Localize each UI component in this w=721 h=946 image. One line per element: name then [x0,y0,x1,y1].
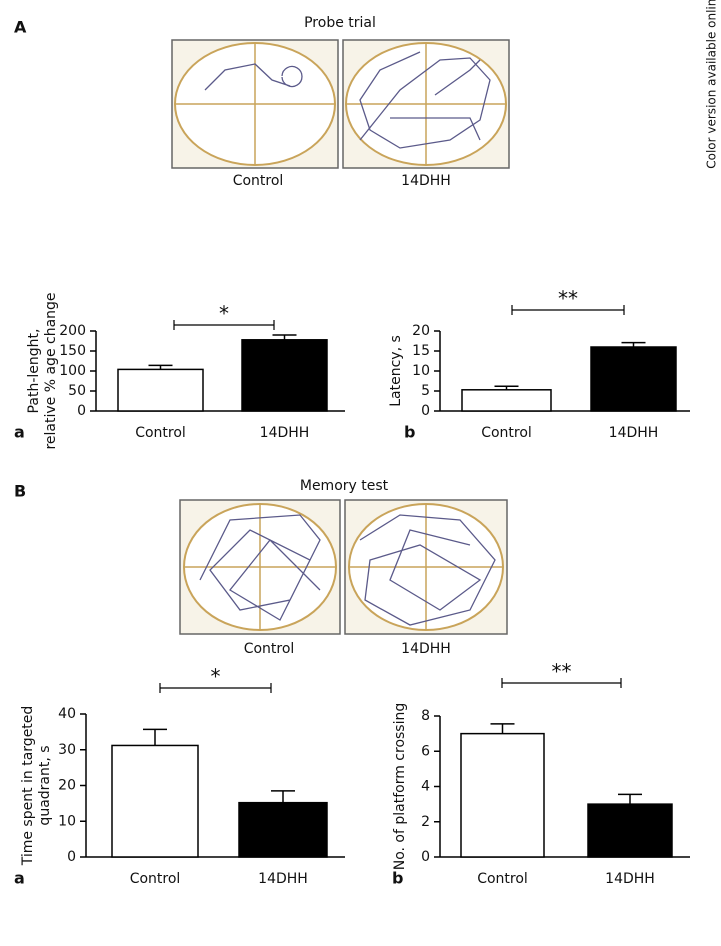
y-tick-label: 40 [58,706,76,722]
y-tick-label: 0 [421,849,430,865]
x-tick-label: 14DHH [609,425,659,441]
y-tick-label: 15 [412,343,430,359]
y-tick-label: 6 [421,743,430,759]
y-tick-label: 0 [421,403,430,419]
significance: * [219,302,229,326]
maze-images [171,39,510,169]
panel-label: a [14,423,25,442]
bar [241,339,328,412]
y-tick-label: 4 [421,779,430,795]
significance: * [211,665,221,689]
figure-title: Probe trial [304,15,376,31]
y-axis-label: Time spent in targeted [20,706,36,867]
y-tick-label: 150 [59,343,86,359]
y-axis-label: quadrant, s [37,745,53,825]
y-axis-label: Latency, s [388,335,404,407]
y-tick-label: 8 [421,708,430,724]
y-tick-label: 30 [58,742,76,758]
x-tick-label: Control [130,871,181,887]
panel-label: a [14,869,25,888]
y-tick-label: 100 [59,363,86,379]
side-note: Color version available online [705,0,719,169]
bar [111,744,199,858]
significance: ** [552,660,572,684]
bar [590,346,677,412]
y-tick-label: 200 [59,323,86,339]
figure-title: Memory test [300,478,389,494]
x-tick-label: Control [477,871,528,887]
bar [238,801,328,858]
image-caption: Control [233,173,284,189]
maze-images [179,499,508,635]
y-tick-label: 50 [68,383,86,399]
image-caption: 14DHH [401,173,451,189]
bar [587,803,673,858]
x-tick-label: Control [481,425,532,441]
bar [460,732,545,858]
y-tick-label: 2 [421,814,430,830]
y-axis-label: Path-lenght, [26,329,42,414]
x-tick-label: Control [135,425,186,441]
x-tick-label: 14DHH [605,871,655,887]
y-tick-label: 0 [67,849,76,865]
panel-label: B [14,482,26,501]
y-axis-label: No. of platform crossing [392,703,408,871]
panel-label: b [392,869,403,888]
y-tick-label: 20 [58,778,76,794]
bar [461,389,552,412]
y-tick-label: 20 [412,323,430,339]
panel-label: A [14,18,27,37]
image-caption: Control [244,641,295,657]
bar [117,368,204,412]
y-tick-label: 0 [77,403,86,419]
x-tick-label: 14DHH [258,871,308,887]
significance: ** [558,287,578,311]
x-tick-label: 14DHH [260,425,310,441]
panel-label: b [404,423,415,442]
y-axis-label: relative % age change [43,292,59,449]
y-tick-label: 10 [58,813,76,829]
y-tick-label: 10 [412,363,430,379]
y-tick-label: 5 [421,383,430,399]
image-caption: 14DHH [401,641,451,657]
